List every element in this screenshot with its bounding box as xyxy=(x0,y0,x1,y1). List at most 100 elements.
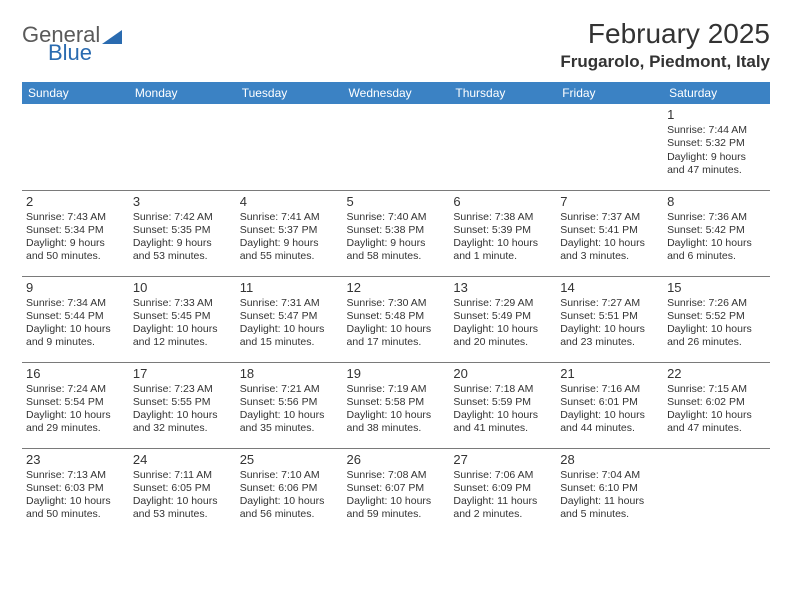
sunrise-text: Sunrise: 7:15 AM xyxy=(667,383,766,396)
calendar-empty-cell xyxy=(343,104,450,190)
sunset-text: Sunset: 5:45 PM xyxy=(133,310,232,323)
calendar-day-cell: 17Sunrise: 7:23 AMSunset: 5:55 PMDayligh… xyxy=(129,362,236,448)
sunrise-text: Sunrise: 7:37 AM xyxy=(560,211,659,224)
sunrise-text: Sunrise: 7:10 AM xyxy=(240,469,339,482)
sunset-text: Sunset: 5:35 PM xyxy=(133,224,232,237)
daylight-text: Daylight: 10 hours and 59 minutes. xyxy=(347,495,446,521)
day-number: 24 xyxy=(133,452,232,468)
calendar-day-cell: 6Sunrise: 7:38 AMSunset: 5:39 PMDaylight… xyxy=(449,190,556,276)
daylight-text: Daylight: 10 hours and 47 minutes. xyxy=(667,409,766,435)
sunset-text: Sunset: 5:58 PM xyxy=(347,396,446,409)
day-header: Monday xyxy=(129,82,236,104)
day-number: 11 xyxy=(240,280,339,296)
day-number: 27 xyxy=(453,452,552,468)
day-number: 23 xyxy=(26,452,125,468)
sunset-text: Sunset: 6:06 PM xyxy=(240,482,339,495)
daylight-text: Daylight: 9 hours and 50 minutes. xyxy=(26,237,125,263)
calendar-day-cell: 10Sunrise: 7:33 AMSunset: 5:45 PMDayligh… xyxy=(129,276,236,362)
sunset-text: Sunset: 5:38 PM xyxy=(347,224,446,237)
calendar-empty-cell xyxy=(663,448,770,534)
calendar-day-cell: 26Sunrise: 7:08 AMSunset: 6:07 PMDayligh… xyxy=(343,448,450,534)
calendar-week-row: 23Sunrise: 7:13 AMSunset: 6:03 PMDayligh… xyxy=(22,448,770,534)
day-number: 5 xyxy=(347,194,446,210)
daylight-text: Daylight: 10 hours and 26 minutes. xyxy=(667,323,766,349)
daylight-text: Daylight: 9 hours and 53 minutes. xyxy=(133,237,232,263)
calendar-day-cell: 24Sunrise: 7:11 AMSunset: 6:05 PMDayligh… xyxy=(129,448,236,534)
day-number: 15 xyxy=(667,280,766,296)
calendar-empty-cell xyxy=(556,104,663,190)
sunset-text: Sunset: 5:44 PM xyxy=(26,310,125,323)
calendar-week-row: 1Sunrise: 7:44 AMSunset: 5:32 PMDaylight… xyxy=(22,104,770,190)
calendar-day-cell: 5Sunrise: 7:40 AMSunset: 5:38 PMDaylight… xyxy=(343,190,450,276)
sunrise-text: Sunrise: 7:36 AM xyxy=(667,211,766,224)
daylight-text: Daylight: 10 hours and 17 minutes. xyxy=(347,323,446,349)
day-number: 12 xyxy=(347,280,446,296)
day-header: Tuesday xyxy=(236,82,343,104)
daylight-text: Daylight: 10 hours and 32 minutes. xyxy=(133,409,232,435)
sunrise-text: Sunrise: 7:38 AM xyxy=(453,211,552,224)
calendar-day-cell: 4Sunrise: 7:41 AMSunset: 5:37 PMDaylight… xyxy=(236,190,343,276)
daylight-text: Daylight: 10 hours and 23 minutes. xyxy=(560,323,659,349)
sunrise-text: Sunrise: 7:44 AM xyxy=(667,124,766,137)
sunset-text: Sunset: 5:34 PM xyxy=(26,224,125,237)
daylight-text: Daylight: 9 hours and 58 minutes. xyxy=(347,237,446,263)
calendar-week-row: 2Sunrise: 7:43 AMSunset: 5:34 PMDaylight… xyxy=(22,190,770,276)
sunset-text: Sunset: 5:39 PM xyxy=(453,224,552,237)
sunset-text: Sunset: 6:10 PM xyxy=(560,482,659,495)
day-number: 18 xyxy=(240,366,339,382)
sunset-text: Sunset: 5:52 PM xyxy=(667,310,766,323)
day-number: 22 xyxy=(667,366,766,382)
sunrise-text: Sunrise: 7:23 AM xyxy=(133,383,232,396)
sunset-text: Sunset: 5:47 PM xyxy=(240,310,339,323)
location-label: Frugarolo, Piedmont, Italy xyxy=(560,52,770,72)
calendar-table: SundayMondayTuesdayWednesdayThursdayFrid… xyxy=(22,82,770,534)
calendar-day-cell: 11Sunrise: 7:31 AMSunset: 5:47 PMDayligh… xyxy=(236,276,343,362)
day-number: 21 xyxy=(560,366,659,382)
calendar-day-cell: 18Sunrise: 7:21 AMSunset: 5:56 PMDayligh… xyxy=(236,362,343,448)
sunrise-text: Sunrise: 7:21 AM xyxy=(240,383,339,396)
sunrise-text: Sunrise: 7:04 AM xyxy=(560,469,659,482)
day-number: 13 xyxy=(453,280,552,296)
sunset-text: Sunset: 5:41 PM xyxy=(560,224,659,237)
day-number: 9 xyxy=(26,280,125,296)
daylight-text: Daylight: 10 hours and 15 minutes. xyxy=(240,323,339,349)
sunset-text: Sunset: 5:59 PM xyxy=(453,396,552,409)
day-number: 3 xyxy=(133,194,232,210)
day-number: 2 xyxy=(26,194,125,210)
day-number: 4 xyxy=(240,194,339,210)
day-header: Wednesday xyxy=(343,82,450,104)
day-number: 19 xyxy=(347,366,446,382)
day-number: 10 xyxy=(133,280,232,296)
calendar-week-row: 16Sunrise: 7:24 AMSunset: 5:54 PMDayligh… xyxy=(22,362,770,448)
calendar-empty-cell xyxy=(236,104,343,190)
sunrise-text: Sunrise: 7:16 AM xyxy=(560,383,659,396)
daylight-text: Daylight: 9 hours and 55 minutes. xyxy=(240,237,339,263)
day-number: 6 xyxy=(453,194,552,210)
calendar-empty-cell xyxy=(129,104,236,190)
title-block: February 2025 Frugarolo, Piedmont, Italy xyxy=(560,18,770,72)
calendar-day-cell: 27Sunrise: 7:06 AMSunset: 6:09 PMDayligh… xyxy=(449,448,556,534)
daylight-text: Daylight: 10 hours and 53 minutes. xyxy=(133,495,232,521)
calendar-day-cell: 25Sunrise: 7:10 AMSunset: 6:06 PMDayligh… xyxy=(236,448,343,534)
calendar-day-cell: 8Sunrise: 7:36 AMSunset: 5:42 PMDaylight… xyxy=(663,190,770,276)
calendar-day-cell: 19Sunrise: 7:19 AMSunset: 5:58 PMDayligh… xyxy=(343,362,450,448)
calendar-day-cell: 16Sunrise: 7:24 AMSunset: 5:54 PMDayligh… xyxy=(22,362,129,448)
calendar-day-cell: 14Sunrise: 7:27 AMSunset: 5:51 PMDayligh… xyxy=(556,276,663,362)
sunrise-text: Sunrise: 7:13 AM xyxy=(26,469,125,482)
sunset-text: Sunset: 6:02 PM xyxy=(667,396,766,409)
logo-text-blue: Blue xyxy=(48,42,122,64)
daylight-text: Daylight: 10 hours and 44 minutes. xyxy=(560,409,659,435)
calendar-day-cell: 12Sunrise: 7:30 AMSunset: 5:48 PMDayligh… xyxy=(343,276,450,362)
day-number: 7 xyxy=(560,194,659,210)
day-header: Thursday xyxy=(449,82,556,104)
calendar-day-cell: 9Sunrise: 7:34 AMSunset: 5:44 PMDaylight… xyxy=(22,276,129,362)
daylight-text: Daylight: 10 hours and 35 minutes. xyxy=(240,409,339,435)
calendar-day-cell: 15Sunrise: 7:26 AMSunset: 5:52 PMDayligh… xyxy=(663,276,770,362)
daylight-text: Daylight: 10 hours and 50 minutes. xyxy=(26,495,125,521)
sunset-text: Sunset: 5:56 PM xyxy=(240,396,339,409)
logo: General Blue xyxy=(22,24,122,64)
sunset-text: Sunset: 5:55 PM xyxy=(133,396,232,409)
page-header: General Blue February 2025 Frugarolo, Pi… xyxy=(22,18,770,72)
day-number: 17 xyxy=(133,366,232,382)
calendar-day-cell: 22Sunrise: 7:15 AMSunset: 6:02 PMDayligh… xyxy=(663,362,770,448)
